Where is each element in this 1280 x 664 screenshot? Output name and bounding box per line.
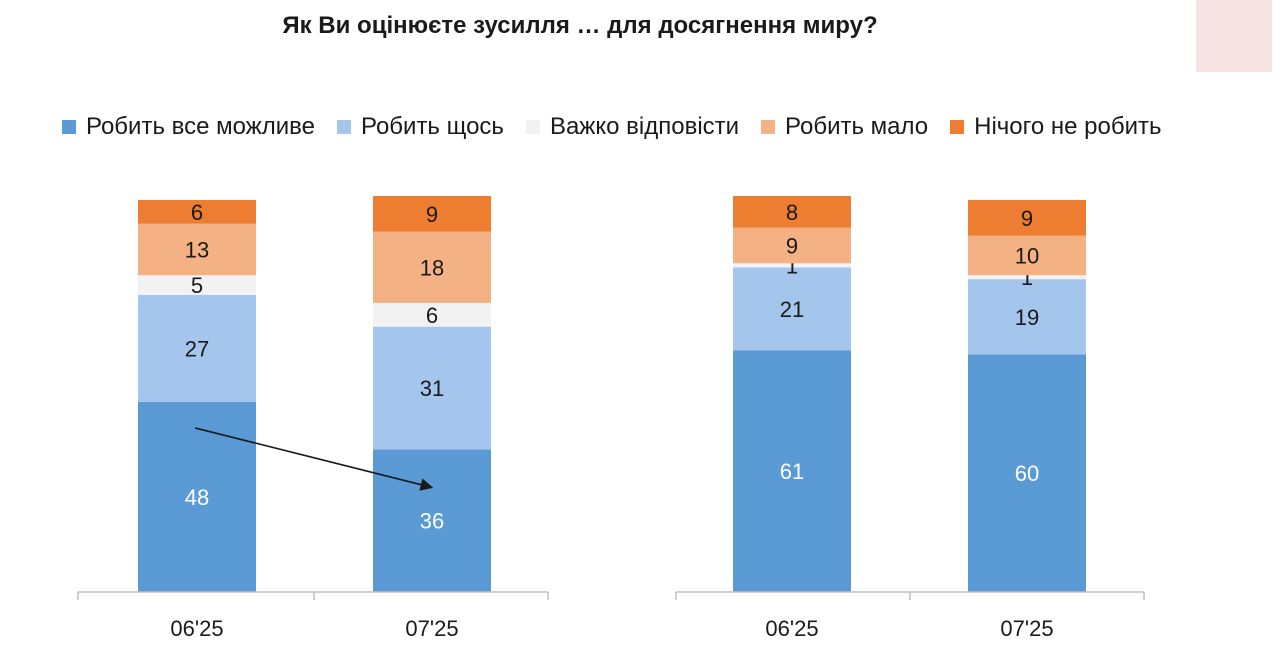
data-label: 36 (420, 509, 444, 534)
bar-segment (373, 326, 491, 450)
legend-label: Робить щось (360, 113, 504, 140)
bar-segment (373, 302, 491, 327)
data-label: 19 (1015, 305, 1039, 330)
bar-segment (138, 223, 256, 276)
legend-swatch (62, 120, 76, 134)
bar-segment (733, 263, 851, 268)
data-label: 5 (191, 273, 203, 298)
data-label: 13 (185, 237, 209, 262)
bar-segment (138, 401, 256, 592)
x-tick-label: 07'25 (405, 616, 458, 641)
legend-item-little: Робить мало (761, 113, 928, 141)
bar-segment (733, 196, 851, 228)
x-tick-label: 07'25 (1000, 616, 1053, 641)
legend-swatch (950, 120, 965, 134)
chart-panel-1: 48 27 5 13 6 06'25 36 31 6 18 9 07'25 (77, 196, 549, 641)
data-label: 9 (1021, 206, 1033, 231)
bar-segment (138, 295, 256, 402)
data-label: 6 (426, 303, 438, 328)
data-label: 48 (185, 485, 209, 510)
data-label: 9 (786, 234, 798, 259)
bar-segment (968, 235, 1086, 276)
data-label: 27 (185, 336, 209, 361)
bar-segment (968, 354, 1086, 592)
bar-segment (733, 267, 851, 351)
bar-segment (138, 199, 256, 224)
x-tick-label: 06'25 (170, 616, 223, 641)
bar-segment (733, 227, 851, 264)
legend-label: Важко відповісти (549, 113, 740, 140)
data-label: 9 (426, 202, 438, 227)
data-label: 31 (420, 376, 444, 401)
bar-segment (373, 196, 491, 232)
trend-arrow (194, 427, 434, 491)
corner-logo (1196, 0, 1272, 72)
legend-item-something: Робить щось (336, 113, 504, 141)
chart-title: Як Ви оцінюєте зусилля … для досягнення … (282, 12, 878, 39)
x-tick-label: 06'25 (765, 616, 818, 641)
legend-swatch (336, 120, 351, 134)
data-label: 61 (780, 459, 804, 484)
legend-label: Робить все можливе (86, 113, 315, 140)
bar-segment (968, 279, 1086, 355)
bar-segment (373, 449, 491, 592)
bar-segment (373, 231, 491, 303)
legend-label: Робить мало (785, 113, 929, 140)
bar-segment (968, 199, 1086, 236)
data-label: 6 (191, 200, 203, 225)
legend-item-nothing: Нічого не робить (950, 113, 1162, 141)
legend-label: Нічого не робить (974, 113, 1162, 140)
bar-segment (138, 275, 256, 295)
legend-swatch (761, 120, 776, 134)
data-label: 10 (1015, 243, 1039, 268)
bar-segment (733, 350, 851, 592)
data-label: 18 (420, 255, 444, 280)
data-label: 8 (786, 200, 798, 225)
legend-swatch (525, 120, 540, 134)
data-label: 21 (780, 297, 804, 322)
legend: Робить все можливе Робить щось Важко від… (62, 110, 1184, 144)
legend-item-all-possible: Робить все можливе (62, 113, 315, 141)
legend-item-hard-to-say: Важко відповісти (525, 113, 740, 141)
data-label: 60 (1015, 461, 1039, 486)
bar-segment (968, 275, 1086, 280)
